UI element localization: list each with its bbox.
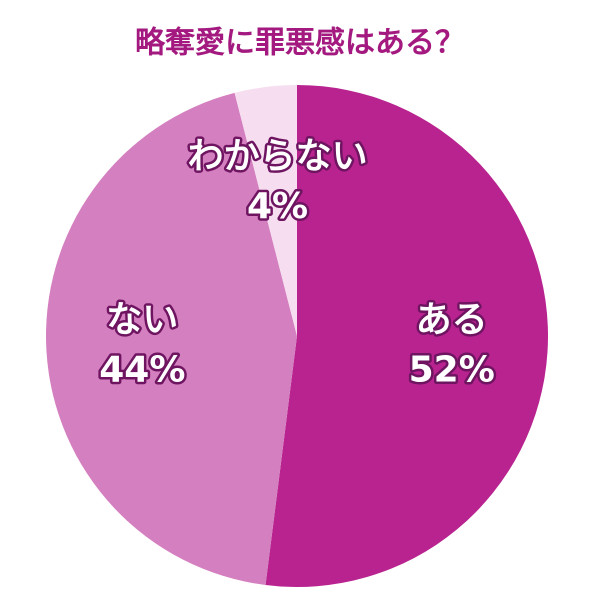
- pie-slice: [265, 85, 548, 587]
- value-label: 4%: [247, 186, 308, 227]
- pie-slice: [45, 92, 297, 586]
- slice-label: ある: [416, 300, 488, 341]
- slice-label: わからない: [188, 136, 368, 177]
- labels: ある 52% ない 44% わからない 4%: [97, 134, 498, 394]
- slice-label: ない: [106, 300, 178, 341]
- pie: [45, 85, 548, 587]
- value-label: 52%: [409, 350, 495, 391]
- pie-slice: [234, 85, 297, 336]
- value-label: 44%: [99, 350, 185, 391]
- chart-title: 略奪愛に罪悪感はある？: [135, 26, 465, 61]
